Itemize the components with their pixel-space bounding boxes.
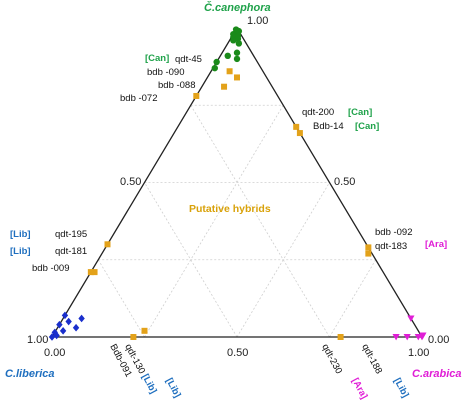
data-point-hybrid [293, 123, 300, 130]
annotation-label: [Ara] [425, 239, 447, 250]
annotation-label: qdt-183 [375, 241, 407, 252]
tick-top-1: 1.00 [247, 15, 268, 27]
data-point-hybrid [193, 92, 200, 99]
data-point-hybrid [365, 250, 372, 257]
data-point-liberica [48, 333, 56, 341]
annotation-label: [Lib] [10, 229, 31, 240]
data-point-hybrid [221, 83, 228, 90]
data-point-canephora [235, 27, 243, 35]
vertex-label-canephora: Č.canephora [204, 1, 271, 14]
tick-bottom-0: 0.00 [44, 347, 65, 359]
data-point-arabica [418, 334, 426, 341]
grid-line [144, 105, 284, 338]
grid-line [97, 259, 145, 338]
data-point-liberica [61, 311, 69, 320]
data-point-liberica [56, 320, 63, 329]
annotation-label: qdt-200 [302, 107, 334, 118]
tick-bottom-1: 1.00 [408, 347, 429, 359]
data-point-hybrid [141, 327, 148, 334]
annotation-label: [Lib] [163, 376, 182, 399]
data-point-hybrid [296, 130, 303, 137]
tick-left-1: 1.00 [27, 334, 48, 346]
data-point-liberica [51, 328, 58, 337]
data-point-liberica [53, 331, 60, 340]
tick-right-050: 0.50 [334, 176, 355, 188]
data-point-canephora [235, 40, 243, 47]
tick-bottom-050: 0.50 [227, 347, 248, 359]
annotation-label: Bdb-14 [313, 121, 344, 132]
annotation-label: [Lib] [391, 376, 410, 399]
annotation-label: bdb -009 [32, 263, 70, 274]
data-point-canephora [213, 58, 220, 66]
data-point-liberica [65, 317, 72, 326]
data-point-arabica [407, 315, 415, 322]
region-label-putative-hybrids: Putative hybrids [189, 203, 271, 215]
grid-line [329, 259, 377, 338]
vertex-label-liberica: C.liberica [5, 368, 55, 380]
data-point-canephora [230, 37, 237, 44]
annotation-label: qdt-188 [359, 342, 384, 376]
data-point-liberica [72, 323, 80, 332]
data-point-hybrid [91, 269, 98, 276]
data-point-liberica [78, 314, 85, 323]
annotation-label: [Ara] [349, 376, 369, 401]
data-point-hybrid [104, 241, 111, 248]
annotation-label: bdb -090 [147, 67, 185, 78]
data-point-arabica [392, 334, 400, 341]
chart-triangle-frame [50, 26, 424, 338]
annotation-label: qdt-45 [175, 54, 202, 65]
annotation-label: [Lib] [139, 372, 158, 395]
annotation-label: [Lib] [10, 246, 31, 257]
annotation-label: bdb -072 [120, 93, 158, 104]
annotation-label: [Can] [145, 53, 169, 64]
annotation-label: bdb -088 [158, 80, 196, 91]
grid-line [190, 105, 330, 338]
annotation-label: [Can] [355, 121, 379, 132]
data-point-canephora [233, 49, 241, 56]
vertex-label-arabica: C.arabica [412, 368, 462, 380]
annotation-label: bdb -092 [375, 227, 413, 238]
data-point-hybrid [234, 74, 240, 81]
data-point-arabica [403, 334, 411, 341]
data-point-hybrid [130, 334, 137, 340]
annotation-label: qdt-195 [55, 229, 87, 240]
data-point-hybrid [87, 269, 94, 276]
data-point-canephora [224, 52, 231, 60]
data-point-liberica [59, 327, 67, 335]
tick-right-0: 0.00 [428, 334, 449, 346]
annotation-label: qdt-230 [319, 342, 344, 376]
data-point-canephora [233, 55, 241, 63]
data-point-hybrid [226, 68, 233, 75]
data-point-hybrid [365, 244, 372, 251]
data-point-canephora [211, 64, 218, 72]
data-points [48, 26, 427, 341]
annotation-label: [Can] [348, 107, 372, 118]
data-point-hybrid [337, 334, 344, 340]
tick-left-050: 0.50 [120, 176, 141, 188]
chart-grid [97, 104, 377, 338]
annotation-label: qdt-181 [55, 246, 87, 257]
